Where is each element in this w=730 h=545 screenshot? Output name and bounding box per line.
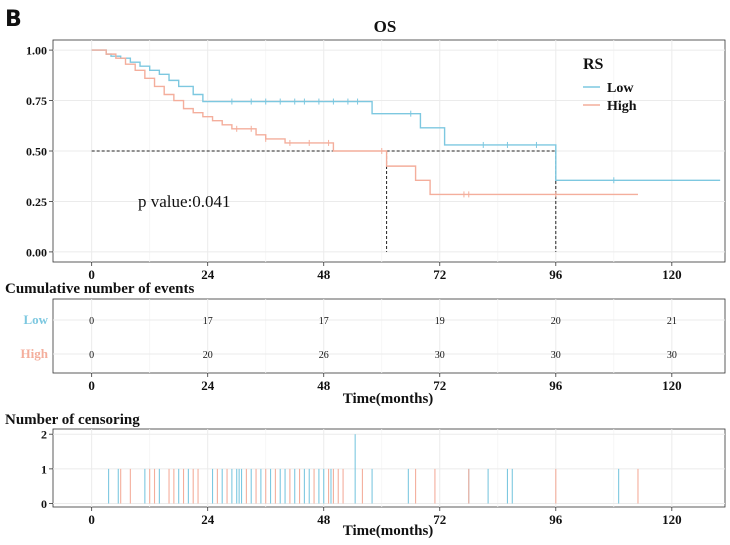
events-cell-low: 17 xyxy=(203,316,213,327)
km-panel: OS 0.00 0.25 0.50 0.75 1.00 0 24 48 72 96 120 p v… xyxy=(26,17,726,282)
x-tick-label: 120 xyxy=(662,378,682,393)
events-x-title: Time(months) xyxy=(343,391,434,407)
y-tick-label: 0.00 xyxy=(26,245,47,259)
censor-y-axis: 0 1 2 xyxy=(41,428,53,511)
km-curve-low xyxy=(91,49,721,181)
events-title: Cumulative number of events xyxy=(5,281,194,297)
x-tick-label: 120 xyxy=(662,512,682,527)
km-title: OS xyxy=(374,17,397,36)
events-cell-high: 30 xyxy=(667,350,677,361)
events-cell-high: 30 xyxy=(551,350,561,361)
events-grid xyxy=(53,299,725,373)
censor-x-title: Time(months) xyxy=(343,523,434,539)
legend: RS Low High xyxy=(583,56,637,114)
x-tick-label: 48 xyxy=(317,267,331,282)
legend-label-high: High xyxy=(607,99,637,114)
km-grid xyxy=(53,40,725,262)
x-tick-label: 48 xyxy=(317,378,331,393)
events-cell-high: 20 xyxy=(203,350,213,361)
events-row-label-high: High xyxy=(21,346,49,361)
km-x-axis: 0 24 48 72 96 120 xyxy=(88,262,682,282)
events-cell-high: 26 xyxy=(319,350,329,361)
y-tick-label: 0.50 xyxy=(26,145,47,159)
events-cell-low: 19 xyxy=(435,316,445,327)
censor-x-axis: 0 24 48 72 96 120 xyxy=(88,507,682,527)
x-tick-label: 72 xyxy=(433,378,446,393)
x-tick-label: 72 xyxy=(433,512,446,527)
x-tick-label: 120 xyxy=(662,267,682,282)
x-tick-label: 96 xyxy=(549,267,563,282)
y-tick-label: 0 xyxy=(41,497,47,511)
censor-bars xyxy=(108,434,639,504)
censor-title: Number of censoring xyxy=(5,412,140,428)
x-tick-label: 96 xyxy=(549,512,563,527)
km-curves xyxy=(91,49,721,198)
events-cell-low: 20 xyxy=(551,316,561,327)
censor-grid xyxy=(53,429,725,507)
x-tick-label: 48 xyxy=(317,512,331,527)
events-cells: 0 17 17 19 20 21 0 20 26 30 30 30 xyxy=(89,316,677,361)
x-tick-label: 24 xyxy=(201,267,215,282)
panel-label: B xyxy=(5,7,22,32)
events-row-label-low: Low xyxy=(23,312,48,327)
y-tick-label: 0.25 xyxy=(26,195,47,209)
events-cell-high: 30 xyxy=(435,350,445,361)
y-tick-label: 1.00 xyxy=(26,44,47,58)
x-tick-label: 0 xyxy=(88,267,95,282)
x-tick-label: 24 xyxy=(201,512,215,527)
km-curve-high xyxy=(91,49,638,196)
y-tick-label: 0.75 xyxy=(26,94,47,108)
p-value-annotation: p value:0.041 xyxy=(138,192,231,211)
events-cell-low: 17 xyxy=(319,316,329,327)
x-tick-label: 72 xyxy=(433,267,446,282)
x-tick-label: 0 xyxy=(88,512,95,527)
legend-label-low: Low xyxy=(607,81,634,96)
y-tick-label: 1 xyxy=(41,462,47,476)
x-tick-label: 0 xyxy=(88,378,95,393)
events-cell-high: 0 xyxy=(89,350,94,361)
events-panel: Cumulative number of events 0 17 17 19 20 210… xyxy=(5,281,726,407)
events-x-axis: 0 24 48 72 96 120 xyxy=(88,373,682,393)
censor-panel: Number of censoring 0 1 2 0 24 48 72 96 120 Tim… xyxy=(5,412,726,539)
y-tick-label: 2 xyxy=(41,428,47,442)
events-plot-area xyxy=(52,298,726,374)
x-tick-label: 24 xyxy=(201,378,215,393)
events-cell-low: 0 xyxy=(89,316,94,327)
legend-title: RS xyxy=(583,56,604,73)
x-tick-label: 96 xyxy=(549,378,563,393)
km-y-axis: 0.00 0.25 0.50 0.75 1.00 xyxy=(26,44,53,259)
events-cell-low: 21 xyxy=(667,316,677,327)
censor-plot-area xyxy=(52,428,726,508)
